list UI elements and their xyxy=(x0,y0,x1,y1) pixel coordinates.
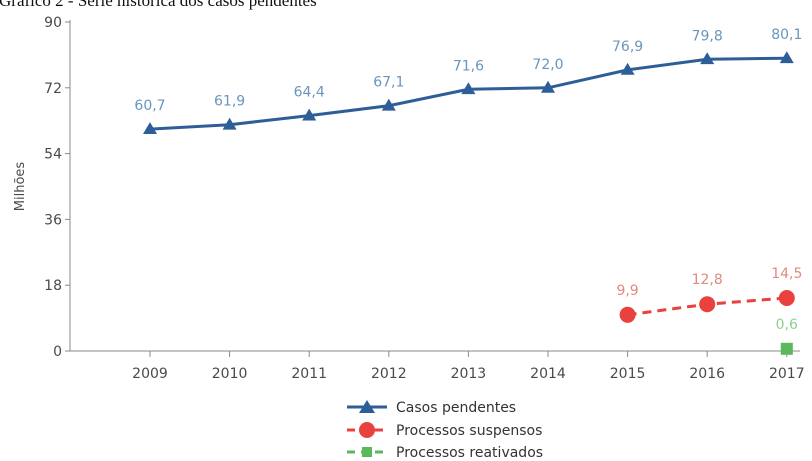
chart-caption: Gráfico 2 - Série histórica dos casos pe… xyxy=(0,0,317,10)
data-label: 67,1 xyxy=(373,75,404,91)
data-point-marker xyxy=(619,306,636,323)
data-label: 14,5 xyxy=(771,266,802,282)
data-label: 64,4 xyxy=(294,85,325,101)
x-tick-label: 2015 xyxy=(610,366,646,382)
x-tick-label: 2010 xyxy=(212,366,248,382)
data-point-marker xyxy=(143,122,157,135)
legend-label: Processos suspensos xyxy=(396,423,542,439)
data-label: 79,8 xyxy=(692,28,723,44)
data-label: 71,6 xyxy=(453,58,484,74)
data-point-marker xyxy=(778,289,795,306)
y-tick-label: 18 xyxy=(44,278,62,294)
legend-marker xyxy=(359,422,375,438)
data-point-marker xyxy=(541,80,555,93)
data-point-marker xyxy=(461,82,476,95)
data-point-marker xyxy=(699,296,716,313)
data-point-marker xyxy=(222,117,237,130)
data-point-marker xyxy=(779,51,794,64)
legend-label: Casos pendentes xyxy=(396,400,516,416)
x-tick-label: 2017 xyxy=(769,366,805,382)
y-axis-label: Milhões xyxy=(13,162,28,212)
legend-marker xyxy=(359,400,375,413)
legend-marker xyxy=(362,447,372,457)
y-tick-label: 72 xyxy=(44,81,62,97)
y-tick-label: 0 xyxy=(53,344,62,360)
data-label: 61,9 xyxy=(214,94,245,110)
data-label: 72,0 xyxy=(532,57,563,73)
data-label: 60,7 xyxy=(134,98,165,114)
legend-label: Processos reativados xyxy=(396,445,543,461)
x-tick-label: 2013 xyxy=(451,366,487,382)
x-tick-label: 2009 xyxy=(132,366,168,382)
y-tick-label: 90 xyxy=(44,15,62,31)
y-tick-label: 54 xyxy=(44,147,62,163)
data-label: 76,9 xyxy=(612,39,643,55)
data-point-marker xyxy=(780,342,793,355)
data-point-marker xyxy=(620,62,635,75)
data-label: 9,9 xyxy=(616,283,638,299)
data-point-marker xyxy=(700,52,715,65)
data-point-marker xyxy=(381,98,396,111)
data-label: 0,6 xyxy=(776,317,798,333)
data-label: 12,8 xyxy=(692,272,723,288)
data-label: 80,1 xyxy=(771,27,802,43)
x-tick-label: 2012 xyxy=(371,366,407,382)
x-tick-label: 2014 xyxy=(530,366,566,382)
data-point-marker xyxy=(302,108,317,121)
x-tick-label: 2011 xyxy=(291,366,327,382)
y-tick-label: 36 xyxy=(44,212,62,228)
x-tick-label: 2016 xyxy=(689,366,725,382)
